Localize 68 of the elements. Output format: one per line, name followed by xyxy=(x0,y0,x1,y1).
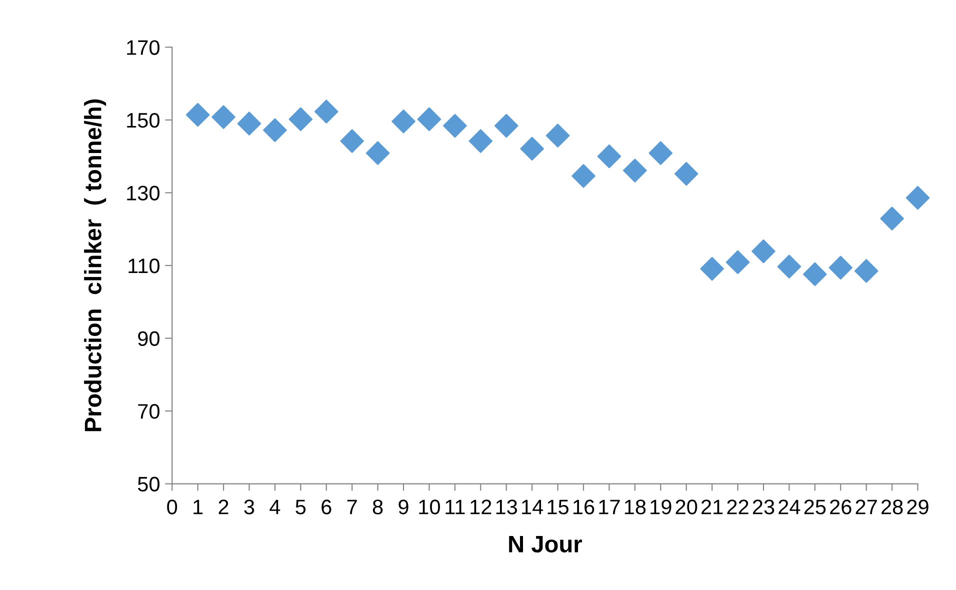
y-tick-label: 170 xyxy=(127,40,160,55)
point xyxy=(752,239,776,264)
y-tick-label: 130 xyxy=(127,186,160,200)
x-tick-label: 7 xyxy=(347,500,357,514)
x-tick-label: 2 xyxy=(218,500,228,514)
point xyxy=(468,129,493,153)
x-tick-label: 13 xyxy=(496,500,518,514)
point xyxy=(828,256,853,280)
x-tick-label: 3 xyxy=(244,500,254,514)
x-tick-label: 16 xyxy=(573,500,594,514)
point xyxy=(623,158,647,182)
x-tick-label: 28 xyxy=(882,500,903,514)
x-tick-label: 19 xyxy=(650,500,672,514)
y-tick-label: 110 xyxy=(128,258,160,274)
x-tick-label: 22 xyxy=(727,500,748,514)
point xyxy=(546,124,570,148)
x-tick-label: 4 xyxy=(270,500,280,514)
x-tick-label: 17 xyxy=(599,500,620,514)
point xyxy=(417,107,442,132)
point xyxy=(777,254,802,278)
x-tick-label: 18 xyxy=(624,500,646,514)
x-tick-label: 9 xyxy=(398,500,408,514)
point xyxy=(880,206,904,230)
x-tick-label: 1 xyxy=(194,500,203,514)
y-tick-label: 90 xyxy=(138,331,160,346)
point xyxy=(237,112,262,136)
point xyxy=(494,114,518,138)
x-tick-label: 15 xyxy=(548,500,568,514)
x-tick-label: 26 xyxy=(830,500,852,514)
x-tick-label: 5 xyxy=(296,500,306,514)
y-axis-title: Production clinker ( tonne/h) xyxy=(84,99,106,432)
x-tick-label: 0 xyxy=(167,500,178,514)
point xyxy=(726,250,750,274)
x-tick-label: 20 xyxy=(676,500,698,514)
x-tick-label: 21 xyxy=(702,500,723,514)
point xyxy=(674,162,698,186)
x-tick-label: 25 xyxy=(804,500,826,514)
point xyxy=(597,144,622,168)
x-axis-title: N Jour xyxy=(509,536,582,553)
x-tick-label: 11 xyxy=(446,500,465,514)
x-tick-label: 10 xyxy=(419,500,440,514)
x-tick-label: 6 xyxy=(322,500,332,514)
x-tick-label: 27 xyxy=(856,500,877,514)
point xyxy=(572,164,596,188)
point xyxy=(263,118,287,142)
x-tick-label: 23 xyxy=(752,500,774,514)
point xyxy=(854,259,878,283)
point xyxy=(340,129,364,153)
point xyxy=(366,141,390,165)
y-tick-label: 150 xyxy=(127,112,160,128)
point xyxy=(288,107,313,132)
point xyxy=(906,186,930,210)
point xyxy=(803,262,827,286)
point xyxy=(392,110,416,134)
point xyxy=(212,105,236,129)
point xyxy=(186,102,210,127)
point xyxy=(700,256,724,281)
point xyxy=(648,141,673,165)
point xyxy=(314,100,338,124)
x-tick-label: 29 xyxy=(907,500,928,514)
x-tick-label: 14 xyxy=(522,500,544,514)
point xyxy=(520,136,544,161)
x-tick-label: 8 xyxy=(372,500,383,514)
y-tick-label: 50 xyxy=(138,476,160,492)
point xyxy=(443,114,467,138)
x-tick-label: 12 xyxy=(470,500,492,514)
y-tick-label: 70 xyxy=(138,404,160,419)
x-tick-label: 24 xyxy=(778,500,800,514)
